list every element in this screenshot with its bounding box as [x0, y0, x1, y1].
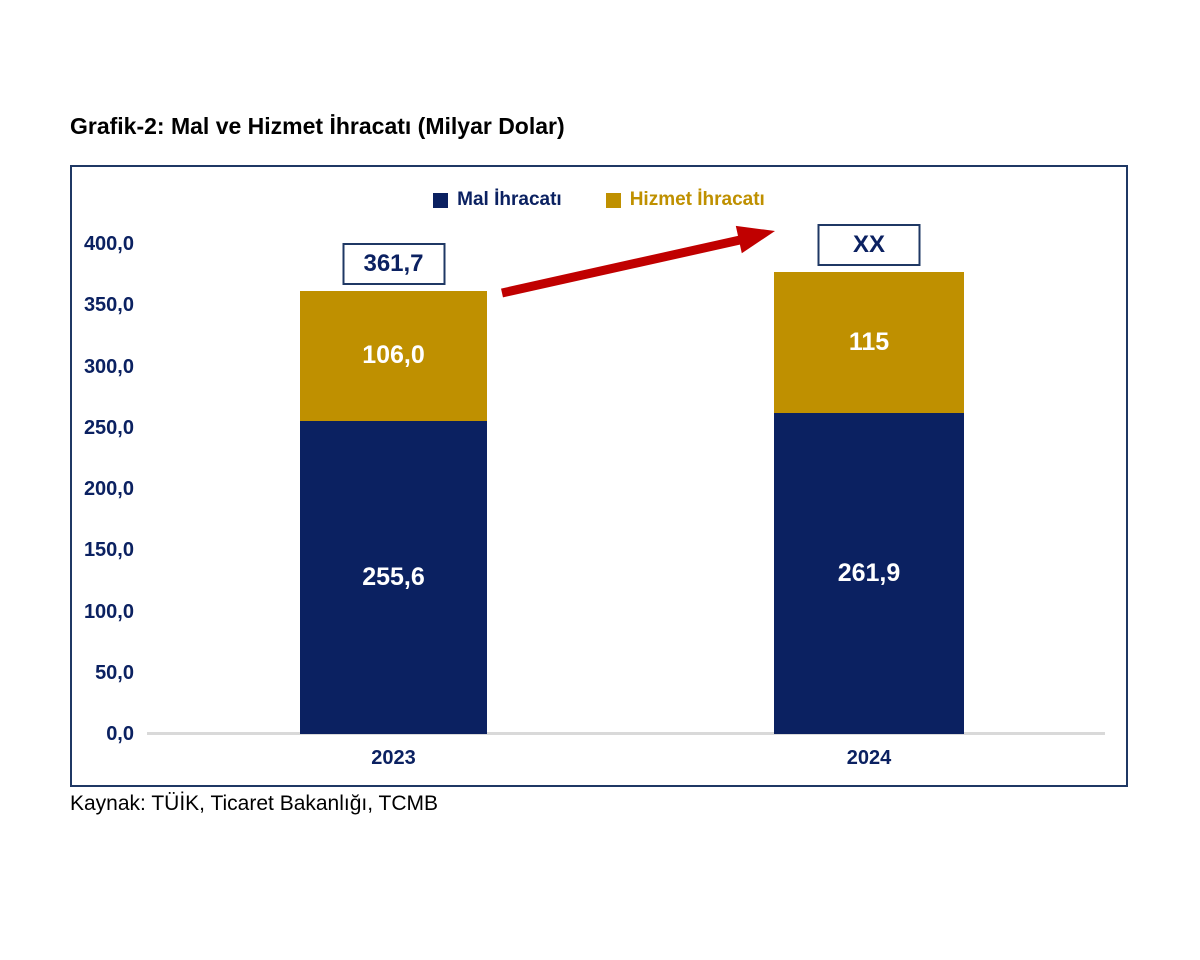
y-tick-50: 50,0 [95, 661, 134, 684]
legend: Mal İhracatı Hizmet İhracatı [72, 189, 1126, 211]
source-note: Kaynak: TÜİK, Ticaret Bakanlığı, TCMB [70, 792, 439, 815]
segment-mal-2024: 261,9 [774, 413, 964, 734]
x-tick-2024: 2024 [846, 747, 892, 769]
y-tick-100: 100,0 [83, 600, 134, 623]
segment-hizmet-2023: 106,0 [300, 291, 487, 421]
x-tick-2023: 2023 [371, 747, 416, 769]
legend-label-hizmet: Hizmet İhracatı [629, 189, 765, 210]
total-value-2023: 361,7 [363, 250, 424, 278]
legend-item-mal-ihracati: Mal İhracatı [433, 189, 562, 211]
y-axis: 400,0 350,0 300,0 250,0 200,0 150,0 100,0 50,0 0… [72, 167, 136, 785]
legend-swatch-mal-icon [433, 192, 449, 208]
legend-swatch-hizmet-icon [605, 192, 621, 208]
y-tick-300: 300,0 [83, 355, 134, 378]
segment-value-mal-2024: 261,9 [837, 559, 901, 588]
x-axis-line [147, 732, 1105, 735]
segment-value-hizmet-2024: 115 [848, 328, 890, 357]
y-tick-250: 250,0 [83, 416, 134, 439]
y-tick-400: 400,0 [83, 233, 134, 255]
segment-hizmet-2024: 115 [774, 272, 964, 414]
segment-mal-2023: 255,6 [300, 420, 487, 734]
legend-label-mal: Mal İhracatı [457, 189, 562, 210]
y-tick-0: 0,0 [106, 723, 134, 745]
y-tick-150: 150,0 [83, 539, 134, 562]
segment-value-mal-2023: 255,6 [362, 562, 425, 591]
total-box-2023: 361,7 [342, 243, 445, 286]
bar-2024: XX 115 261,9 2024 [774, 167, 964, 785]
chart-frame: Mal İhracatı Hizmet İhracatı 400,0 350,0 3… [70, 165, 1128, 787]
total-box-2024: XX [817, 224, 921, 267]
legend-item-hizmet-ihracati: Hizmet İhracatı [605, 189, 765, 211]
y-tick-200: 200,0 [83, 478, 134, 500]
increase-arrow-icon [501, 225, 775, 298]
y-tick-350: 350,0 [83, 294, 134, 317]
bar-2023: 361,7 106,0 255,6 2023 [300, 167, 487, 785]
segment-value-hizmet-2023: 106,0 [362, 341, 425, 370]
total-value-2024: XX [852, 231, 885, 259]
chart-title: Grafik-2: Mal ve Hizmet İhracatı (Milyar… [70, 113, 565, 139]
